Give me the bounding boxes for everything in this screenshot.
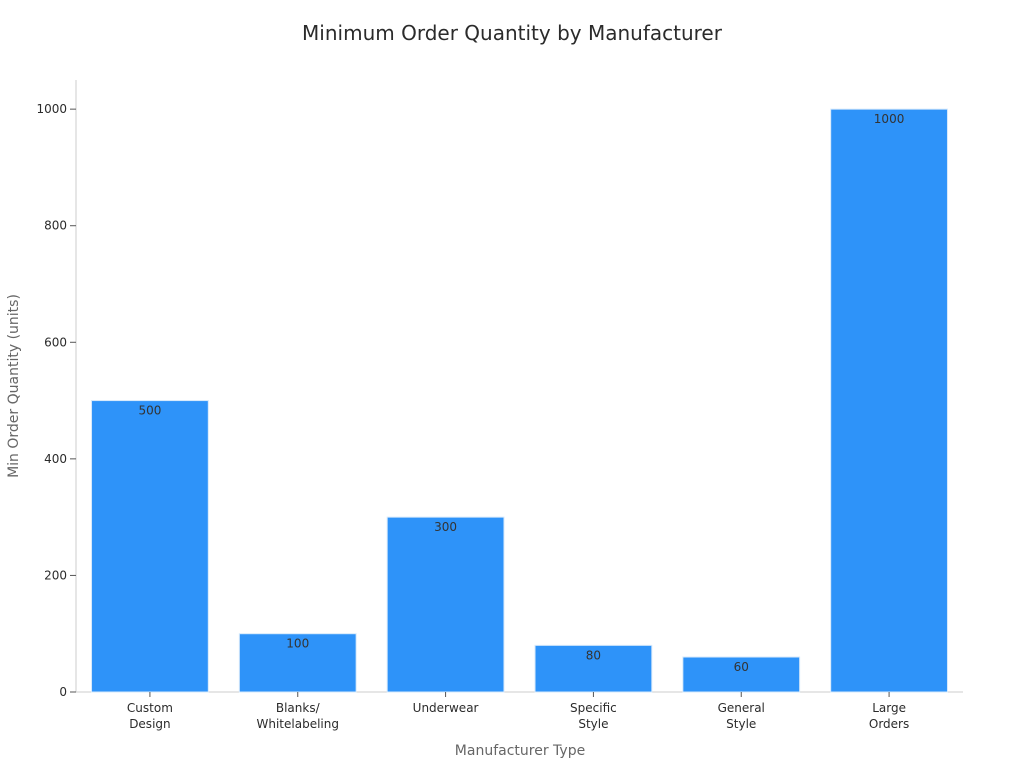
x-tick-label-line: Specific <box>570 701 617 715</box>
x-tick-label-line: Design <box>129 717 170 731</box>
bar-value-label: 500 <box>138 404 161 418</box>
x-tick-label: Large Orders <box>869 701 909 731</box>
bar <box>682 656 801 693</box>
x-axis-title: Manufacturer Type <box>455 743 585 759</box>
y-tick-label: 800 <box>44 219 67 233</box>
x-tick-label: Custom Design <box>127 701 173 731</box>
y-tick-label: 0 <box>59 685 67 699</box>
x-tick-label-line: Orders <box>869 717 909 731</box>
bar <box>386 516 505 693</box>
bar-value-label: 100 <box>286 637 309 651</box>
x-tick-label-line: Style <box>726 717 756 731</box>
bar <box>238 633 357 693</box>
x-tick-label: Underwear <box>413 701 479 715</box>
y-axis-title: Min Order Quantity (units) <box>6 294 22 478</box>
x-tick-label-line: Whitelabeling <box>257 717 339 731</box>
x-tick-label-line: General <box>718 701 765 715</box>
y-tick-label: 600 <box>44 335 67 349</box>
x-tick-label-line: Style <box>578 717 608 731</box>
bar <box>534 644 653 693</box>
plot-area: 0 200 400 600 800 1000 500 Custom Design 100 Blank… <box>36 80 963 731</box>
x-tick-label: General Style <box>718 701 765 731</box>
bar <box>91 400 209 693</box>
y-tick-label: 400 <box>44 452 67 466</box>
bar-value-label: 1000 <box>874 112 905 126</box>
x-tick-label-line: Large <box>872 701 906 715</box>
chart-title: Minimum Order Quantity by Manufacturer <box>302 21 723 45</box>
x-tick-label-line: Blanks/ <box>276 701 321 715</box>
bar-value-label: 300 <box>434 520 457 534</box>
x-tick-label-line: Underwear <box>413 701 479 715</box>
x-tick-label-line: Custom <box>127 701 173 715</box>
y-tick-label: 200 <box>44 568 67 582</box>
bar-value-label: 60 <box>734 660 749 674</box>
bar <box>830 108 948 693</box>
bar-value-label: 80 <box>586 648 601 662</box>
x-tick-label: Blanks/Whitelabeling <box>257 701 339 731</box>
x-tick-label: Specific Style <box>570 701 617 731</box>
y-tick-label: 1000 <box>36 102 67 116</box>
